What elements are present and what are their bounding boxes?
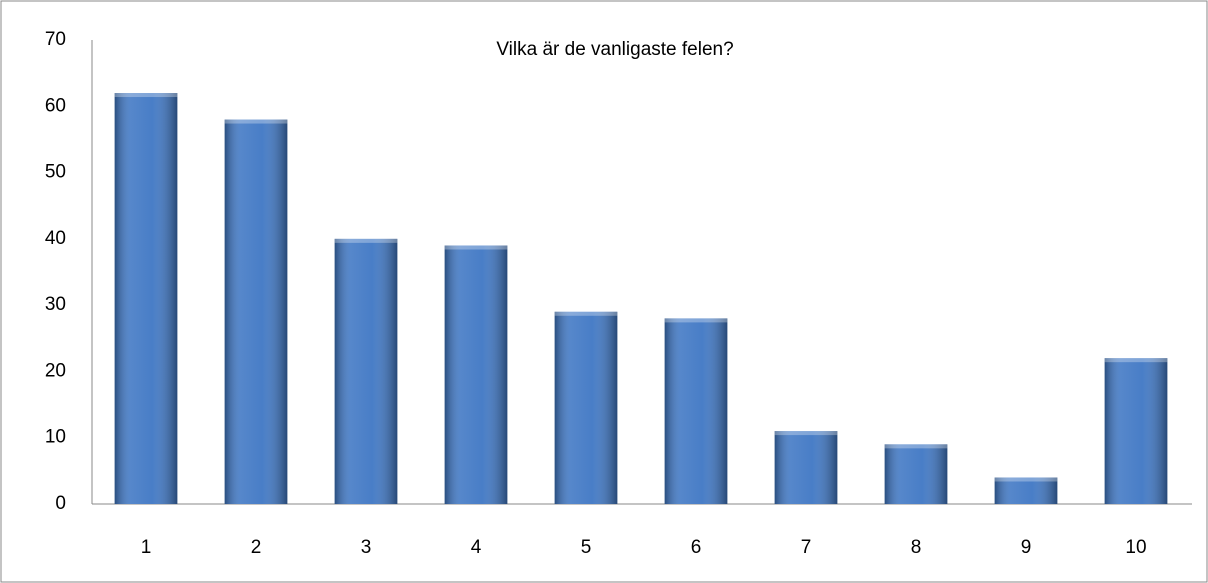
bar-cap (554, 311, 618, 316)
bar-shade (334, 238, 398, 504)
bar-cap (1104, 358, 1168, 363)
bar-shade (224, 119, 288, 505)
chart-title: Vilka är de vanligaste felen? (496, 39, 733, 60)
y-tick-label: 10 (45, 427, 66, 448)
x-tick-label: 5 (581, 537, 592, 558)
x-tick-label: 7 (801, 537, 812, 558)
x-tick-label: 4 (471, 537, 482, 558)
y-tick-label: 30 (45, 294, 66, 315)
y-tick-label: 20 (45, 360, 66, 381)
bar-shade (884, 444, 948, 504)
x-tick-label: 2 (251, 537, 262, 558)
x-tick-label: 8 (911, 537, 922, 558)
y-tick-label: 70 (45, 29, 66, 50)
y-tick-label: 0 (55, 493, 66, 514)
bar-shade (774, 431, 838, 504)
y-tick-label: 60 (45, 95, 66, 116)
bar-shade (1104, 358, 1168, 504)
y-tick-label: 50 (45, 162, 66, 183)
bar-cap (334, 238, 398, 243)
x-tick-label: 10 (1125, 537, 1146, 558)
x-tick-label: 6 (691, 537, 702, 558)
x-tick-label: 1 (141, 537, 152, 558)
bar-cap (114, 93, 178, 98)
bar-cap (664, 318, 728, 323)
bar-cap (444, 245, 508, 250)
bar-cap (994, 477, 1058, 482)
bar-shade (114, 93, 178, 505)
bar-shade (664, 318, 728, 504)
bar-shade (444, 245, 508, 504)
bar-cap (774, 431, 838, 436)
bar-shade (994, 477, 1058, 504)
bar-shade (554, 311, 618, 504)
bar-cap (884, 444, 948, 449)
y-tick-label: 40 (45, 228, 66, 249)
bar-cap (224, 119, 288, 124)
x-tick-label: 3 (361, 537, 372, 558)
x-tick-label: 9 (1021, 537, 1032, 558)
